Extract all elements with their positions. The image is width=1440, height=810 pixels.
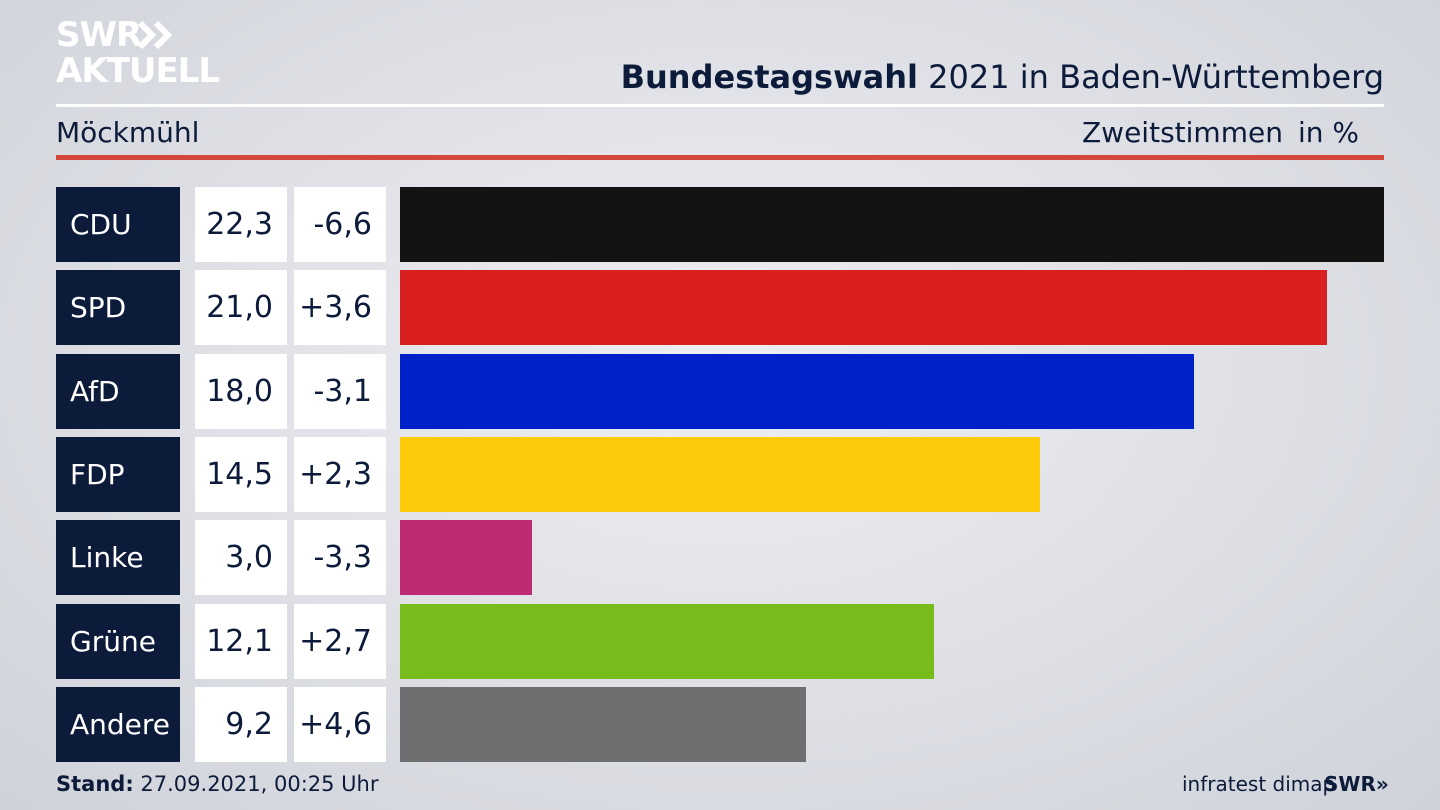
diff-label: -6,6 (294, 187, 386, 262)
party-label: Linke (56, 520, 180, 595)
chart-row-linke: Linke 3,0 -3,3 (56, 520, 1384, 595)
bar-grüne (400, 604, 934, 679)
value-label: 12,1 (195, 604, 287, 679)
chart-title: Bundestagswahl 2021 in Baden-Württemberg (621, 58, 1384, 96)
measure-label: Zweitstimmen (1082, 116, 1283, 149)
party-label: Andere (56, 687, 180, 762)
value-label: 3,0 (195, 520, 287, 595)
accent-divider (56, 155, 1384, 160)
bar-cdu (400, 187, 1384, 262)
bar-fdp (400, 437, 1040, 512)
source-label: infratest dimap (1182, 772, 1336, 796)
stand-label: Stand: (56, 772, 134, 796)
diff-label: -3,1 (294, 354, 386, 429)
bar-andere (400, 687, 806, 762)
header-divider (56, 104, 1384, 107)
logo-line-1: SWR (56, 15, 142, 55)
value-label: 22,3 (195, 187, 287, 262)
swr-aktuell-logo: SWR AKTUELL (56, 18, 226, 90)
chart-row-afd: AfD 18,0 -3,1 (56, 354, 1384, 429)
bar-spd (400, 270, 1327, 345)
title-bold: Bundestagswahl (620, 58, 918, 96)
title-rest: 2021 in Baden-Württemberg (917, 58, 1384, 96)
stand-value: 27.09.2021, 00:25 Uhr (133, 772, 379, 796)
bar-afd (400, 354, 1194, 429)
unit-label: in % (1298, 116, 1360, 149)
party-label: SPD (56, 270, 180, 345)
bar-linke (400, 520, 532, 595)
party-label: FDP (56, 437, 180, 512)
diff-label: -3,3 (294, 520, 386, 595)
region-label: Möckmühl (56, 116, 200, 149)
diff-label: +3,6 (294, 270, 386, 345)
party-label: AfD (56, 354, 180, 429)
chart-row-grüne: Grüne 12,1 +2,7 (56, 604, 1384, 679)
value-label: 14,5 (195, 437, 287, 512)
chart-row-spd: SPD 21,0 +3,6 (56, 270, 1384, 345)
value-label: 18,0 (195, 354, 287, 429)
value-label: 21,0 (195, 270, 287, 345)
party-label: Grüne (56, 604, 180, 679)
value-label: 9,2 (195, 687, 287, 762)
party-label: CDU (56, 187, 180, 262)
diff-label: +4,6 (294, 687, 386, 762)
logo-line-2: AKTUELL (56, 51, 220, 91)
chart-row-fdp: FDP 14,5 +2,3 (56, 437, 1384, 512)
logo-chevrons-icon (137, 20, 173, 50)
chart-row-andere: Andere 9,2 +4,6 (56, 687, 1384, 762)
chart-row-cdu: CDU 22,3 -6,6 (56, 187, 1384, 262)
timestamp: Stand: 27.09.2021, 00:25 Uhr (56, 772, 379, 796)
swr-footer-logo: SWR» (1324, 772, 1389, 796)
diff-label: +2,7 (294, 604, 386, 679)
diff-label: +2,3 (294, 437, 386, 512)
